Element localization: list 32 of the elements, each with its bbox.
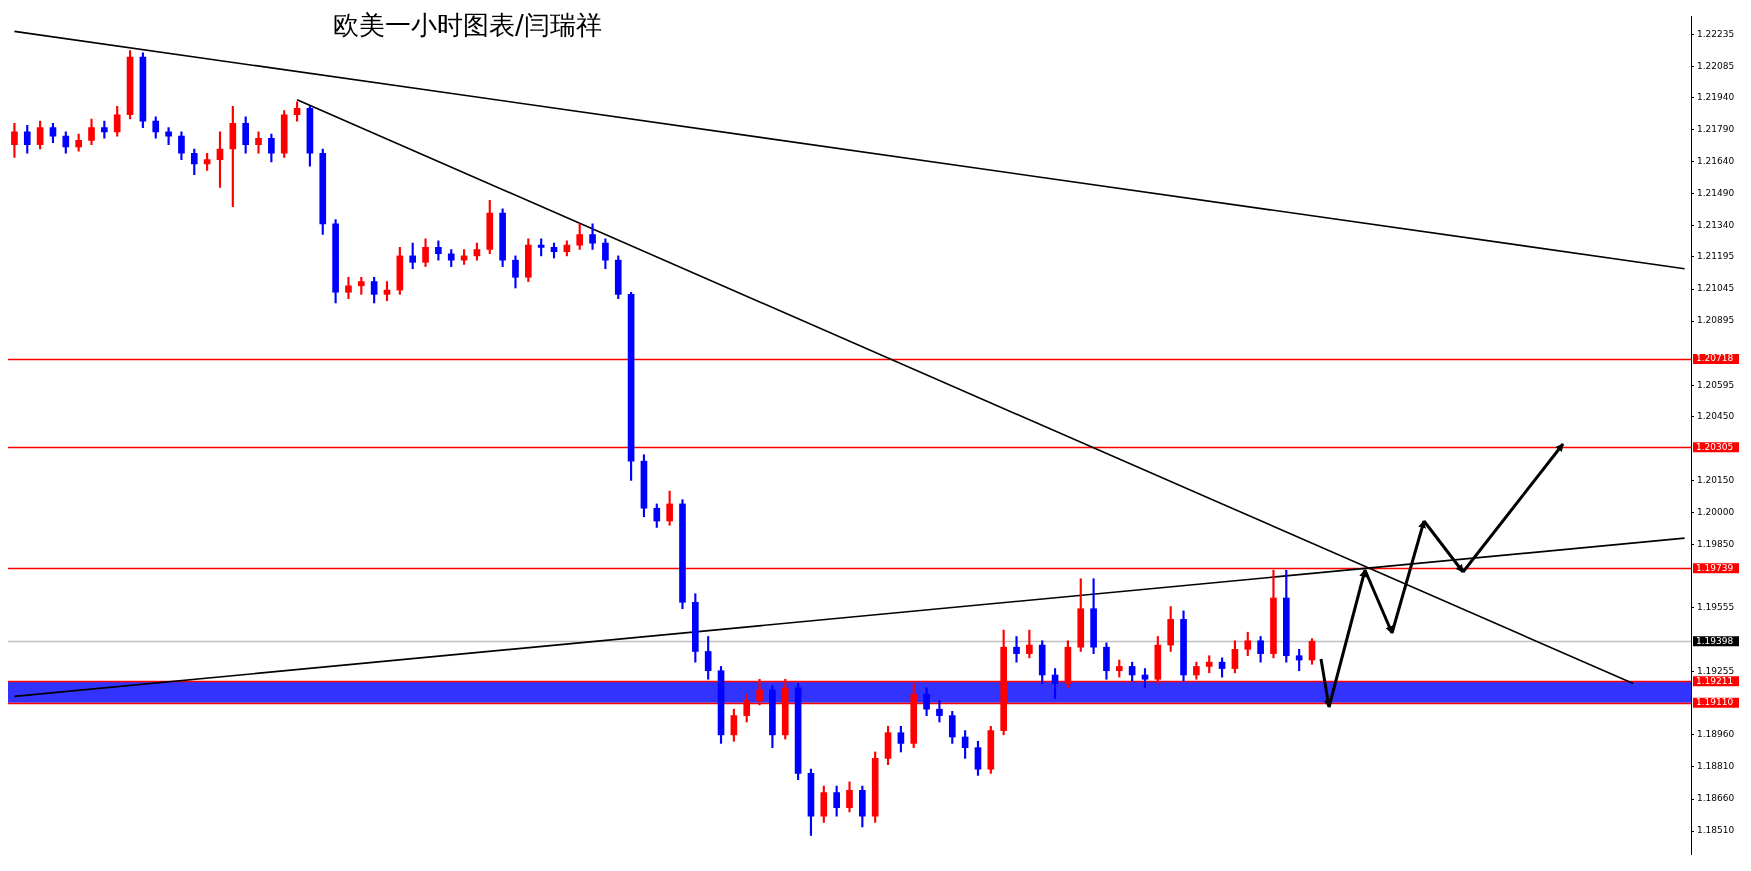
ref-line-label: 1.19398: [1696, 635, 1734, 646]
y-tick-label: 1.20000: [1697, 506, 1735, 517]
y-tick-label: 1.18810: [1697, 761, 1735, 772]
ref-line-label: 1.20718: [1696, 353, 1734, 364]
candlestick: [255, 131, 262, 154]
candlestick: [936, 700, 943, 723]
y-tick-label: 1.22085: [1697, 60, 1735, 71]
ref-line-label: 1.19211: [1696, 675, 1734, 686]
y-tick-label: 1.20595: [1697, 379, 1735, 390]
ref-line-label: 1.19110: [1696, 697, 1734, 708]
y-tick-label: 1.19555: [1697, 601, 1735, 612]
y-tick-label: 1.21940: [1697, 92, 1735, 102]
y-tick-label: 1.20450: [1697, 410, 1735, 421]
y-tick-label: 1.22235: [1697, 28, 1735, 39]
y-tick-label: 1.21195: [1697, 251, 1735, 262]
y-tick-label: 1.21790: [1697, 124, 1735, 135]
ref-line-label: 1.19739: [1696, 562, 1734, 573]
y-tick-label: 1.21045: [1697, 283, 1735, 294]
y-tick-label: 1.21640: [1697, 156, 1735, 167]
y-tick-label: 1.20895: [1697, 315, 1735, 326]
y-tick-label: 1.21340: [1697, 220, 1735, 231]
y-tick-label: 1.21490: [1697, 188, 1735, 199]
y-tick-label: 1.18510: [1697, 825, 1735, 836]
y-tick-label: 1.18660: [1697, 793, 1735, 804]
chart-title: 欧美一小时图表/闫瑞祥: [333, 9, 602, 40]
y-tick-label: 1.19850: [1697, 538, 1735, 549]
candlestick: [1013, 636, 1020, 663]
y-tick-label: 1.20150: [1697, 474, 1735, 485]
y-tick-label: 1.18960: [1697, 729, 1735, 740]
y-tick-label: 1.19255: [1697, 666, 1735, 677]
candlestick: [589, 223, 596, 250]
ref-line-label: 1.20305: [1696, 441, 1734, 452]
